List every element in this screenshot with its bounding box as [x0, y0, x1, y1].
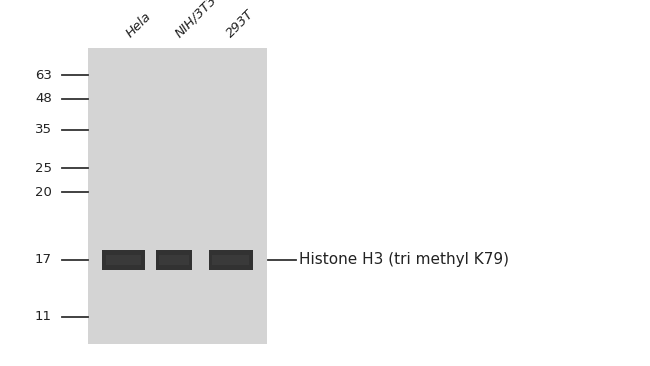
- Text: 48: 48: [35, 92, 52, 105]
- Text: 17: 17: [35, 253, 52, 266]
- Bar: [88, 48, 266, 344]
- Bar: [159, 255, 189, 265]
- Bar: [157, 250, 192, 270]
- Text: 35: 35: [35, 123, 52, 137]
- Text: 25: 25: [35, 162, 52, 175]
- Text: 20: 20: [35, 186, 52, 199]
- Bar: [212, 255, 250, 265]
- Bar: [209, 250, 253, 270]
- Bar: [106, 255, 141, 265]
- Bar: [103, 250, 144, 270]
- Text: Histone H3 (tri methyl K79): Histone H3 (tri methyl K79): [299, 253, 509, 267]
- Text: 11: 11: [35, 310, 52, 323]
- Text: NIH/3T3: NIH/3T3: [172, 0, 219, 40]
- Text: 63: 63: [35, 68, 52, 82]
- Text: 293T: 293T: [224, 8, 257, 40]
- Text: Hela: Hela: [124, 10, 154, 40]
